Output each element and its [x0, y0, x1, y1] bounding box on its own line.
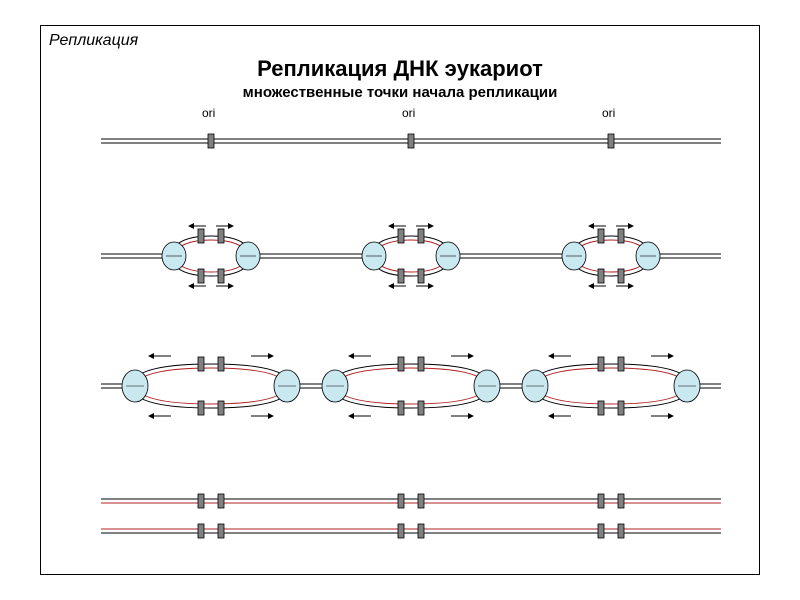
stage3-bubble-3 [522, 356, 700, 416]
stage3-bubble-2 [322, 356, 500, 416]
stage3-bubble-1 [122, 356, 300, 416]
stage2-bubble-2 [362, 226, 460, 286]
stage-4 [101, 494, 721, 538]
stage-3 [101, 356, 721, 416]
stage-1 [101, 134, 721, 148]
stage2-bubble-3 [562, 226, 660, 286]
diagram-frame: Репликация Репликация ДНК эукариот множе… [40, 25, 760, 575]
stage-2 [101, 226, 721, 286]
replication-diagram [41, 26, 761, 576]
stage2-bubble-1 [162, 226, 260, 286]
